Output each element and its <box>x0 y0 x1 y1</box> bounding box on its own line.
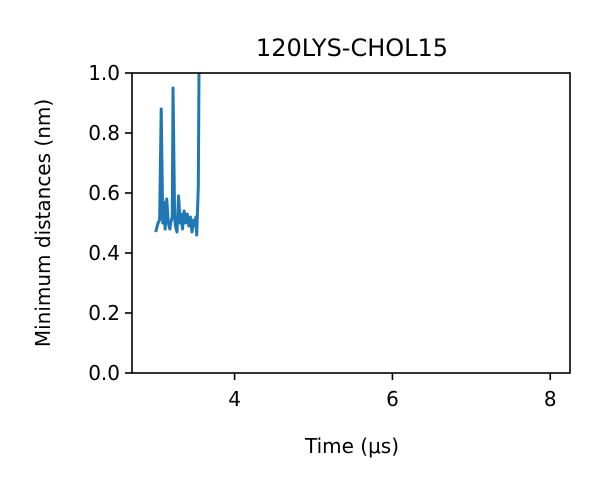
y-axis-label: Minimum distances (nm) <box>31 99 55 347</box>
x-axis-label: Time (μs) <box>304 434 399 458</box>
y-tick-label: 0.0 <box>88 361 120 385</box>
y-tick-label: 0.4 <box>88 241 120 265</box>
y-tick-label: 1.0 <box>88 61 120 85</box>
plot-area <box>131 72 571 374</box>
y-tick-label: 0.8 <box>88 121 120 145</box>
y-tick-label: 0.2 <box>88 301 120 325</box>
x-tick-label: 6 <box>386 387 399 411</box>
x-axis-ticks: 4 6 8 <box>228 373 557 411</box>
y-tick-label: 0.6 <box>88 181 120 205</box>
chart-title: 120LYS-CHOL15 <box>256 34 448 62</box>
y-axis-ticks: 0.0 0.2 0.4 0.6 0.8 1.0 <box>88 61 132 385</box>
axes-frame <box>131 72 571 374</box>
x-tick-label: 4 <box>228 387 241 411</box>
series-line-0 <box>154 73 201 237</box>
x-tick-label: 8 <box>544 387 557 411</box>
